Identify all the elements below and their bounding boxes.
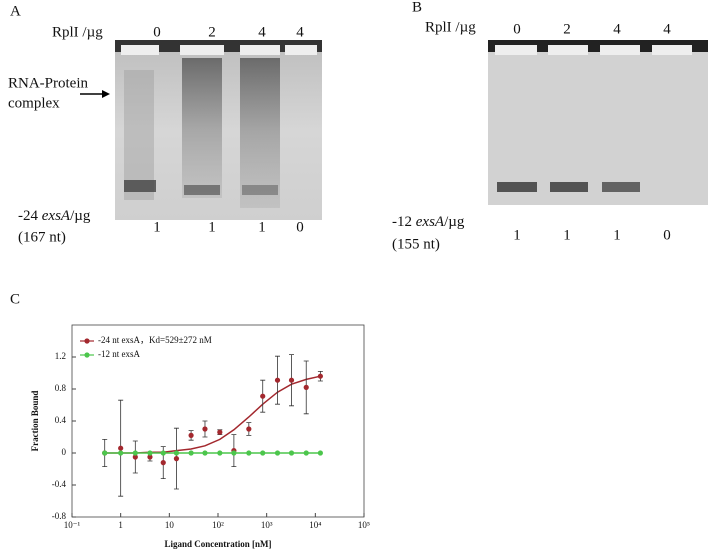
data-point bbox=[147, 454, 153, 460]
amount: 1 bbox=[563, 227, 571, 243]
amount: 1 bbox=[208, 219, 216, 235]
data-point bbox=[173, 456, 180, 462]
protein-label: RplI /µg bbox=[425, 19, 476, 35]
data-point bbox=[202, 450, 208, 456]
data-point bbox=[303, 384, 309, 390]
legend-label: -24 nt exsA，Kd=529±272 nM bbox=[98, 335, 212, 345]
arrow-head bbox=[102, 90, 110, 98]
amount: 4 bbox=[258, 24, 266, 40]
x-axis-label: Ligand Concentration [nM] bbox=[164, 539, 271, 549]
data-point bbox=[303, 450, 309, 456]
data-point bbox=[132, 454, 138, 460]
data-point bbox=[118, 450, 124, 456]
y-axis-label: Fraction Bound bbox=[30, 391, 40, 452]
amount: 0 bbox=[663, 227, 671, 243]
data-point bbox=[188, 450, 194, 456]
panel-letter: A bbox=[10, 3, 21, 19]
y-tick-label: 0 bbox=[62, 447, 67, 457]
data-point bbox=[317, 373, 323, 379]
amount: 0 bbox=[296, 219, 304, 235]
rna-prefix: -24 bbox=[18, 208, 42, 224]
data-point bbox=[118, 445, 124, 451]
data-point bbox=[217, 429, 223, 435]
data-point bbox=[160, 460, 166, 466]
amount: 4 bbox=[613, 21, 621, 37]
data-point bbox=[246, 450, 252, 456]
chart: Ligand Concentration [nM] Fraction Bound… bbox=[30, 324, 370, 549]
amount: 0 bbox=[153, 24, 161, 40]
data-point bbox=[288, 450, 295, 456]
x-tick-label: 10 bbox=[165, 520, 175, 530]
data-point bbox=[188, 432, 194, 438]
rna-unit: /µg bbox=[70, 208, 91, 224]
complex-label: complex bbox=[8, 95, 60, 111]
panel-letter: B bbox=[412, 0, 422, 15]
y-tick-label: -0.8 bbox=[52, 511, 67, 521]
data-point bbox=[260, 450, 266, 456]
legend-marker bbox=[84, 338, 90, 344]
rna-unit: /µg bbox=[444, 214, 465, 230]
x-tick-label: 10⁴ bbox=[309, 520, 321, 530]
amount: 4 bbox=[296, 24, 304, 40]
rna-label: -12 exsA/µg bbox=[392, 214, 465, 230]
gel-b-image bbox=[488, 40, 708, 205]
rna-gene: exsA bbox=[42, 208, 71, 224]
data-point bbox=[246, 426, 252, 432]
complex-label: RNA-Protein bbox=[8, 75, 88, 91]
amount: 1 bbox=[258, 219, 266, 235]
data-point bbox=[102, 450, 108, 456]
rna-size: (155 nt) bbox=[392, 236, 440, 252]
data-point bbox=[288, 377, 295, 383]
amount: 2 bbox=[563, 21, 571, 37]
x-tick-label: 10⁻¹ bbox=[64, 520, 81, 530]
x-tick-label: 10⁵ bbox=[358, 520, 370, 530]
gel-a-image bbox=[115, 40, 322, 220]
x-tick-label: 1 bbox=[118, 520, 123, 530]
data-point bbox=[317, 450, 323, 456]
data-point bbox=[274, 450, 281, 456]
y-tick-label: -0.4 bbox=[52, 479, 67, 489]
amount: 1 bbox=[613, 227, 621, 243]
amount: 4 bbox=[663, 21, 671, 37]
protein-label: RplI /µg bbox=[52, 24, 103, 40]
fit-line bbox=[104, 375, 321, 454]
rna-label: -24 exsA/µg bbox=[18, 208, 91, 224]
data-point bbox=[274, 377, 281, 383]
legend-label: -12 nt exsA bbox=[98, 349, 140, 359]
legend-marker bbox=[84, 352, 90, 358]
x-tick-label: 10² bbox=[212, 520, 224, 530]
data-point bbox=[202, 426, 208, 432]
data-point bbox=[147, 450, 153, 456]
rna-prefix: -12 bbox=[392, 214, 416, 230]
amount: 0 bbox=[513, 21, 521, 37]
rna-size: (167 nt) bbox=[18, 229, 66, 245]
amount: 1 bbox=[153, 219, 161, 235]
x-tick-label: 10³ bbox=[261, 520, 273, 530]
data-point bbox=[160, 450, 166, 456]
panel-letter: C bbox=[10, 291, 20, 307]
data-point bbox=[260, 393, 266, 399]
rna-gene: exsA bbox=[416, 214, 445, 230]
data-point bbox=[217, 450, 223, 456]
amount: 1 bbox=[513, 227, 521, 243]
amount: 2 bbox=[208, 24, 216, 40]
data-point bbox=[173, 450, 180, 456]
y-tick-label: 0.4 bbox=[55, 415, 67, 425]
data-point bbox=[132, 450, 138, 456]
y-tick-label: 1.2 bbox=[55, 351, 66, 361]
y-tick-label: 0.8 bbox=[55, 383, 67, 393]
data-point bbox=[231, 450, 237, 456]
